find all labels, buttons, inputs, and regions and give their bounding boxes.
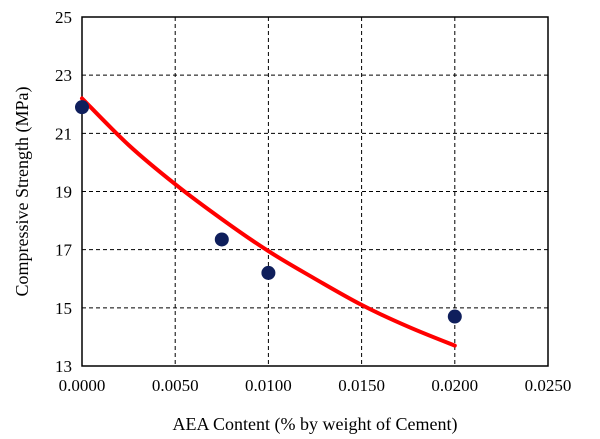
x-tick-label: 0.0100 <box>245 376 292 395</box>
y-tick-label: 21 <box>55 124 72 143</box>
trendline <box>80 96 457 348</box>
data-points <box>75 100 462 324</box>
y-tick-label: 25 <box>55 8 72 27</box>
y-tick-label: 15 <box>55 299 72 318</box>
data-point <box>214 232 229 247</box>
x-axis-title: AEA Content (% by weight of Cement) <box>173 414 458 435</box>
y-tick-label: 17 <box>55 241 73 260</box>
x-tick-label: 0.0200 <box>431 376 478 395</box>
y-tick-label: 13 <box>55 357 72 376</box>
data-point <box>447 309 462 324</box>
data-point <box>261 265 276 280</box>
y-tick-label: 19 <box>55 183 72 202</box>
y-tick-label: 23 <box>55 66 72 85</box>
data-point <box>75 100 89 115</box>
x-tick-label: 0.0150 <box>338 376 385 395</box>
y-axis-title: Compressive Strength (MPa) <box>12 87 33 297</box>
x-tick-label: 0.0050 <box>152 376 199 395</box>
y-axis-ticks: 13 15 17 19 21 23 25 <box>55 8 73 376</box>
x-axis-ticks: 0.0000 0.0050 0.0100 0.0150 0.0200 0.0250 <box>59 376 572 395</box>
plot-area <box>81 16 549 367</box>
grid <box>82 17 548 366</box>
x-tick-label: 0.0000 <box>59 376 106 395</box>
x-tick-label: 0.0250 <box>525 376 572 395</box>
